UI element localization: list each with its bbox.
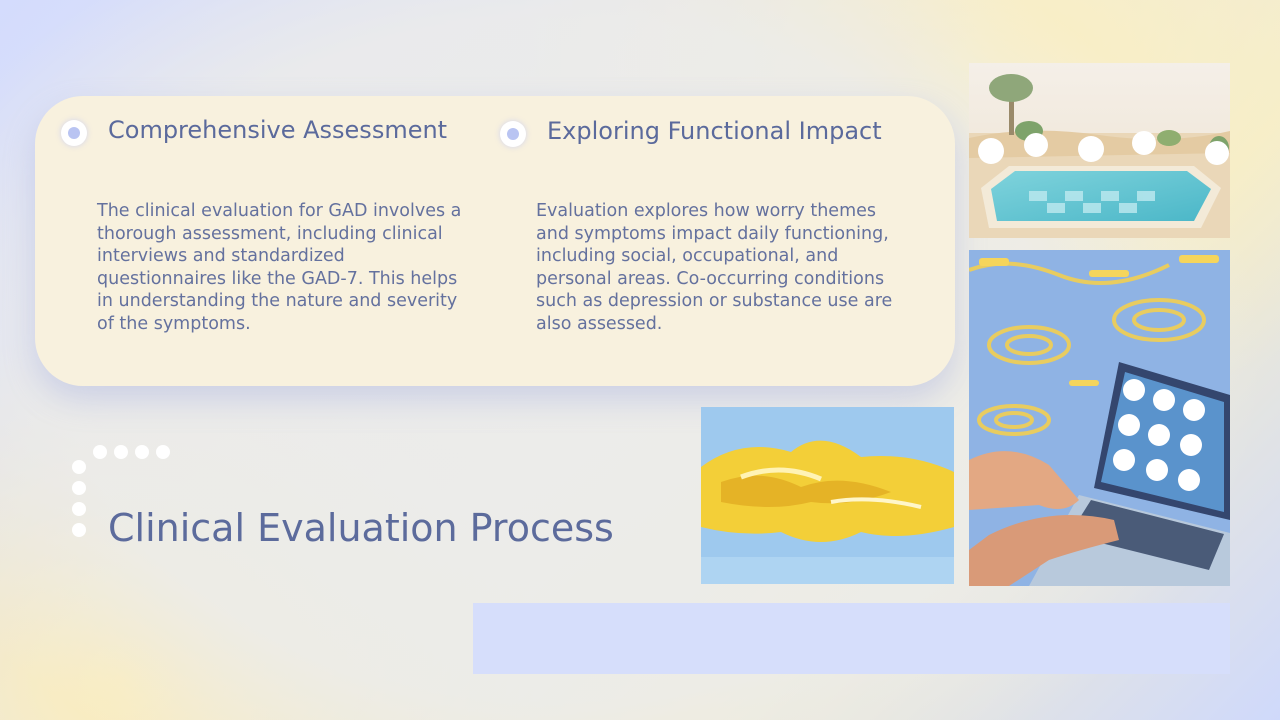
slide-title: Clinical Evaluation Process — [108, 506, 614, 550]
dot-icon — [93, 445, 107, 459]
bullet-icon — [61, 120, 87, 146]
dot-icon — [72, 460, 86, 474]
pool-painting-image — [969, 63, 1230, 238]
column-body-functional: Evaluation explores how worry themes and… — [536, 201, 893, 334]
laptop-painting-image — [969, 250, 1230, 586]
dot-icon — [72, 481, 86, 495]
dot-icon — [156, 445, 170, 459]
dot-icon — [135, 445, 149, 459]
dot-icon — [72, 502, 86, 516]
column-body-assessment: The clinical evaluation for GAD involves… — [97, 201, 462, 334]
content-card: Comprehensive Assessment The clinical ev… — [35, 96, 955, 386]
bullet-icon — [500, 121, 526, 147]
column-heading-functional: Exploring Functional Impact — [547, 117, 882, 145]
dot-icon — [72, 523, 86, 537]
abstract-painting-image — [701, 407, 954, 584]
dot-icon — [114, 445, 128, 459]
column-heading-assessment: Comprehensive Assessment — [108, 116, 448, 144]
accent-bar — [473, 603, 1230, 674]
